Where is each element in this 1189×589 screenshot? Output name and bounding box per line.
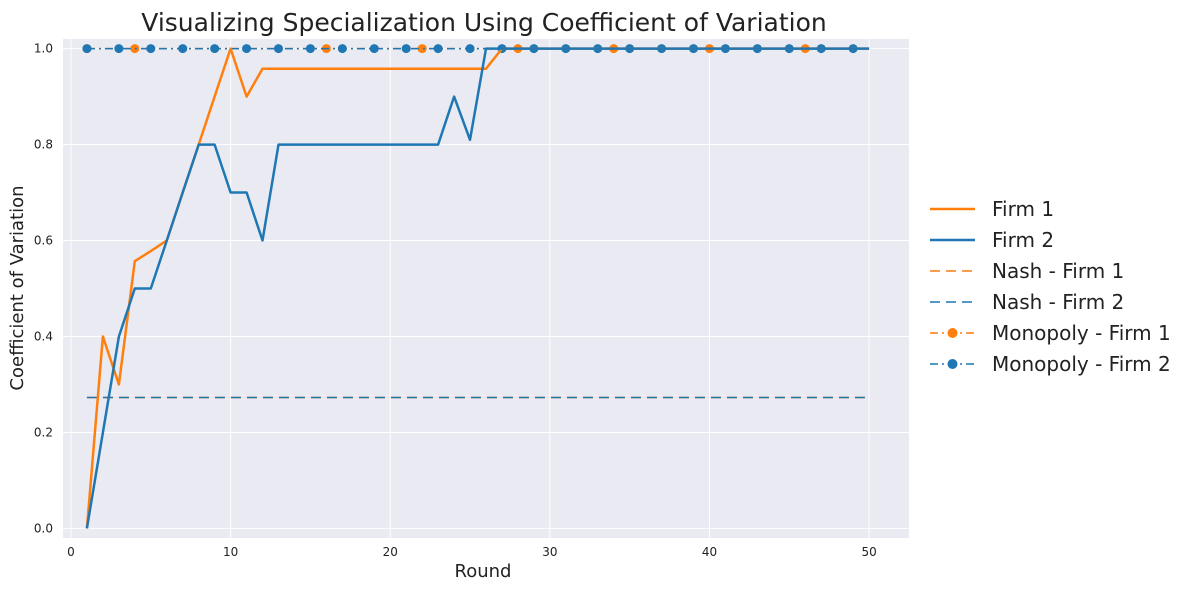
legend-marker [947, 328, 958, 338]
series-marker-6 [337, 44, 347, 54]
x-tick-label: 10 [223, 545, 238, 559]
series-line-2 [85, 47, 870, 529]
series-marker-6 [305, 44, 315, 54]
x-tick-label: 0 [67, 545, 75, 559]
series-marker-6 [465, 44, 475, 54]
y-tick-label: 0.8 [34, 138, 53, 152]
y-tick-label: 0.2 [34, 425, 53, 439]
legend-label: Nash - Firm 1 [992, 259, 1124, 283]
y-tick-label: 0.6 [34, 234, 53, 248]
legend-label: Firm 2 [992, 228, 1054, 252]
series-marker-6 [242, 44, 252, 54]
series-marker-5 [130, 44, 140, 54]
series-marker-6 [369, 44, 379, 54]
x-tick-label: 40 [702, 545, 717, 559]
y-tick-label: 0.0 [34, 521, 53, 535]
y-tick-label: 1.0 [34, 42, 53, 56]
series-marker-6 [210, 44, 220, 54]
legend-label: Nash - Firm 2 [992, 290, 1124, 314]
legend-label: Firm 1 [992, 197, 1054, 221]
x-tick-label: 20 [383, 545, 398, 559]
series-marker-6 [82, 44, 92, 54]
series-marker-6 [146, 44, 156, 54]
legend-marker [947, 359, 958, 369]
series-marker-6 [401, 44, 411, 54]
plot-area [63, 39, 909, 538]
y-tick-label: 0.4 [34, 329, 53, 343]
series-layer [82, 44, 870, 529]
legend-label: Monopoly - Firm 1 [992, 321, 1171, 345]
series-marker-5 [417, 44, 427, 54]
chart-title: Visualizing Specialization Using Coeffic… [141, 8, 826, 37]
legend-label: Monopoly - Firm 2 [992, 352, 1171, 376]
tick-labels: 0 10 20 30 40 50 0.0 0.2 0.4 0.6 0.8 1.0 [34, 42, 877, 559]
series-marker-6 [433, 44, 443, 54]
series-marker-6 [178, 44, 188, 54]
x-axis-label: Round [455, 561, 512, 582]
legend: Firm 1 Firm 2 Nash - Firm 1 Nash - Firm 2 Mo… [930, 197, 1171, 376]
y-axis-label: Coefficient of Variation [7, 185, 28, 390]
series-marker-6 [114, 44, 124, 54]
x-tick-label: 50 [861, 545, 876, 559]
series-marker-6 [273, 44, 283, 54]
x-tick-label: 30 [542, 545, 557, 559]
